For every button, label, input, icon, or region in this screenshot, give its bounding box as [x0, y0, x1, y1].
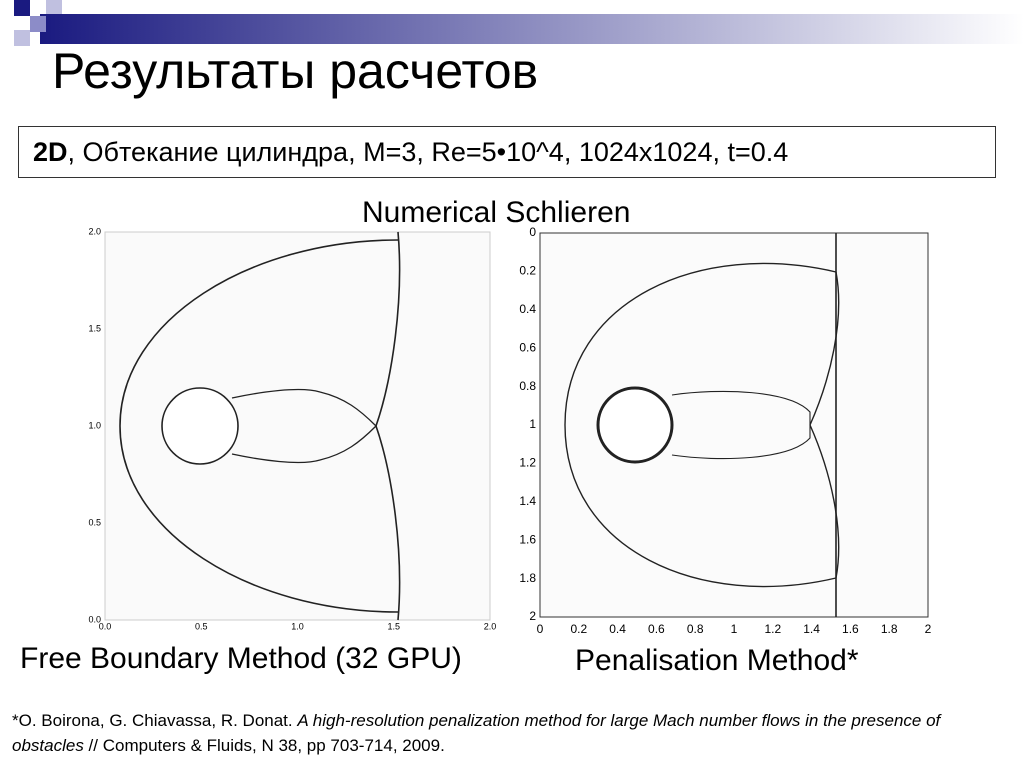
subtitle-text: , Обтекание цилиндра, M=3, Re=5•10^4, 10… — [67, 137, 789, 167]
tick-label: 0 — [537, 622, 544, 636]
deco-square — [14, 0, 30, 16]
tick-label: 2.0 — [88, 226, 101, 236]
tick-label: 1.8 — [881, 622, 898, 636]
tick-label: 0.2 — [570, 622, 587, 636]
footnote-authors: *O. Boirona, G. Chiavassa, R. Donat. — [12, 711, 298, 730]
tick-label: 1.6 — [842, 622, 859, 636]
tick-label: 0.6 — [519, 340, 536, 354]
tick-label: 1.2 — [519, 456, 536, 470]
tick-label: 0 — [529, 225, 536, 239]
tick-label: 0.5 — [88, 517, 101, 527]
footnote: *O. Boirona, G. Chiavassa, R. Donat. A h… — [12, 708, 1012, 758]
tick-label: 0.0 — [88, 614, 101, 624]
tick-label: 0.5 — [195, 621, 208, 631]
tick-label: 0.2 — [519, 264, 536, 278]
subtitle-bold: 2D — [33, 137, 68, 167]
tick-label: 0.8 — [519, 379, 536, 393]
tick-label: 1.0 — [291, 621, 304, 631]
deco-square — [14, 30, 30, 46]
tick-label: 0.8 — [687, 622, 704, 636]
slide-title: Результаты расчетов — [52, 43, 539, 99]
tick-label: 0.4 — [609, 622, 626, 636]
tick-label: 1 — [529, 417, 536, 431]
tick-label: 1.8 — [519, 571, 536, 585]
tick-label: 1.2 — [764, 622, 781, 636]
tick-label: 1.4 — [803, 622, 820, 636]
left-image: 2.0 1.5 1.0 0.5 0.00.0 0.5 1.0 1.5 2.0 — [88, 226, 496, 631]
tick-label: 0.0 — [99, 621, 112, 631]
footnote-title: A high-resolution penalization method fo… — [12, 711, 941, 755]
tick-label: 0.6 — [648, 622, 665, 636]
caption: Penalisation Method* — [575, 644, 859, 677]
tick-label: 2.0 — [484, 621, 497, 631]
tick-label: 2 — [925, 622, 932, 636]
footnote-source: // Computers & Fluids, N 38, pp 703-714,… — [83, 736, 445, 755]
caption: Free Boundary Method (32 GPU) — [20, 642, 462, 675]
tick-label: 1.5 — [387, 621, 400, 631]
right-image: 00.20.40.60.811.21.41.61.820 0.2 0.4 0.6 0.8… — [519, 225, 931, 636]
subtitle-box: 2D, Обтекание цилиндра, M=3, Re=5•10^4, … — [18, 126, 996, 178]
tick-label: 1.6 — [519, 532, 536, 546]
tick-label: 1.4 — [519, 494, 536, 508]
deco-square — [30, 16, 46, 32]
header-bar — [40, 14, 1024, 44]
tick-label: 1.5 — [88, 323, 101, 333]
tick-label: 1 — [731, 622, 738, 636]
tick-label: 2 — [529, 609, 536, 623]
section-label: Numerical Schlieren — [362, 196, 631, 229]
deco-square — [46, 0, 62, 14]
tick-label: 0.4 — [519, 302, 536, 316]
tick-label: 1.0 — [88, 420, 101, 430]
